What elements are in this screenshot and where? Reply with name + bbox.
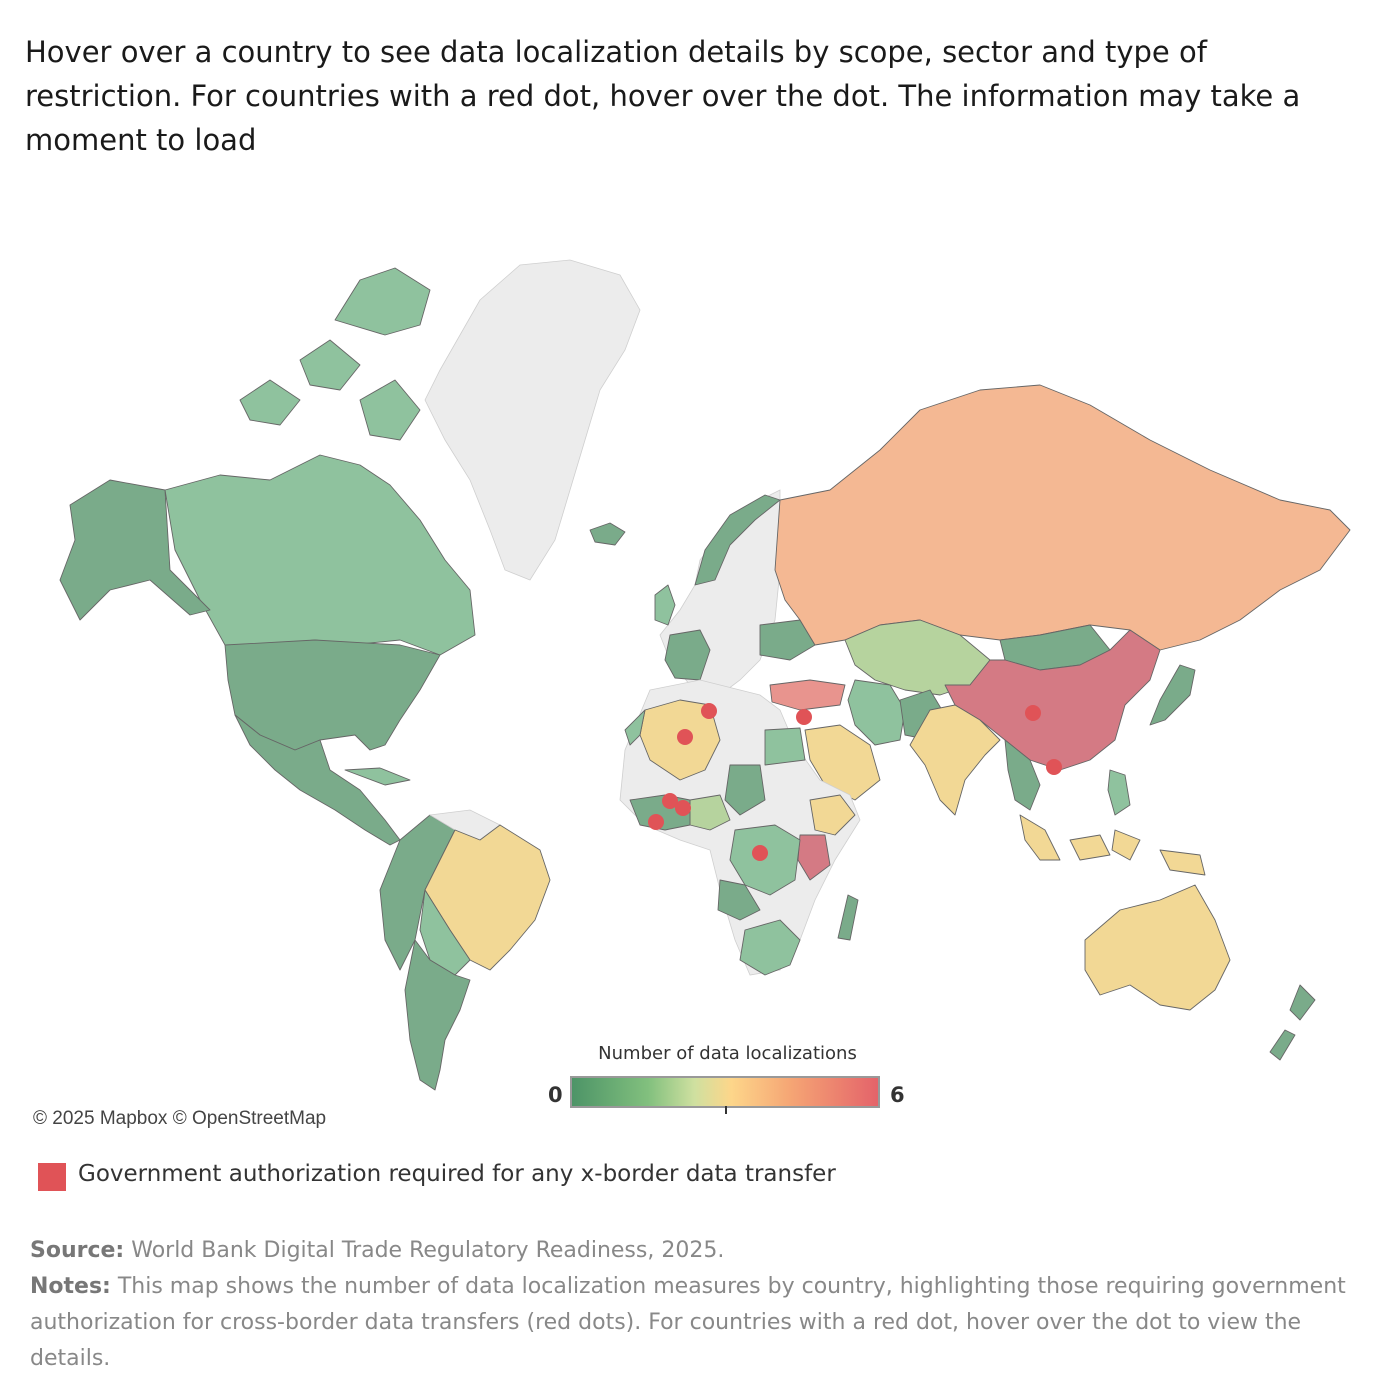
map-attribution[interactable]: © 2025 Mapbox © OpenStreetMap — [25, 1105, 335, 1133]
country-japan[interactable] — [1149, 664, 1196, 726]
country-egypt[interactable] — [764, 727, 806, 766]
footnotes: Source: World Bank Digital Trade Regulat… — [30, 1233, 1375, 1377]
world-map[interactable] — [0, 240, 1400, 1140]
red-dot-west-africa-3[interactable] — [648, 814, 664, 830]
red-dot-algeria[interactable] — [677, 729, 693, 745]
country-chad[interactable] — [724, 764, 766, 816]
country-myanmar-thailand[interactable] — [1004, 739, 1041, 811]
country-argentina[interactable] — [404, 939, 471, 1091]
country-alaska[interactable] — [59, 479, 211, 621]
country-new-zealand[interactable] — [1269, 984, 1316, 1061]
country-drc[interactable] — [729, 824, 801, 896]
country-uk[interactable] — [654, 584, 676, 626]
country-indonesia[interactable] — [1019, 814, 1206, 876]
country-angola[interactable] — [717, 879, 761, 921]
source-label: Source: — [30, 1238, 125, 1263]
red-dot-central-africa[interactable] — [752, 845, 768, 861]
legend-title: Number of data localizations — [598, 1043, 857, 1064]
country-turkey[interactable] — [769, 679, 846, 711]
red-dot-china[interactable] — [1025, 705, 1041, 721]
country-greenland[interactable] — [424, 259, 641, 581]
color-legend: Number of data localizations 0 6 — [540, 1043, 920, 1123]
country-madagascar[interactable] — [837, 894, 859, 941]
country-iceland[interactable] — [589, 522, 626, 546]
legend-max-label: 6 — [890, 1083, 905, 1107]
red-dot-west-africa-2[interactable] — [675, 800, 691, 816]
notes-text: This map shows the number of data locali… — [30, 1274, 1346, 1371]
source-text: World Bank Digital Trade Regulatory Read… — [124, 1238, 725, 1263]
country-morocco[interactable] — [624, 709, 646, 746]
legend-gradient-bar — [570, 1076, 880, 1108]
map-canvas[interactable] — [0, 240, 1400, 1140]
country-india[interactable] — [909, 704, 1001, 816]
notes-label: Notes: — [30, 1274, 111, 1299]
notes-line: Notes: This map shows the number of data… — [30, 1269, 1375, 1377]
country-russia[interactable] — [774, 384, 1351, 651]
country-canada[interactable] — [164, 454, 476, 656]
dot-legend-label: Government authorization required for an… — [78, 1161, 836, 1187]
source-line: Source: World Bank Digital Trade Regulat… — [30, 1233, 1375, 1269]
red-dot-west-africa-1[interactable] — [662, 793, 678, 809]
country-philippines[interactable] — [1107, 769, 1131, 816]
country-south-africa[interactable] — [739, 919, 801, 976]
country-iran[interactable] — [847, 679, 906, 746]
red-dot-vietnam[interactable] — [1046, 759, 1062, 775]
country-australia[interactable] — [1084, 884, 1231, 1011]
country-saudi-arabia[interactable] — [804, 724, 881, 801]
headline: Hover over a country to see data localiz… — [25, 35, 1301, 157]
legend-midpoint-tick — [725, 1106, 727, 1114]
country-ukraine[interactable] — [759, 619, 816, 661]
country-ethiopia[interactable] — [809, 794, 856, 836]
country-cuba[interactable] — [344, 767, 411, 786]
legend-min-label: 0 — [548, 1083, 563, 1107]
red-square-icon — [38, 1163, 66, 1191]
country-canada-arctic[interactable] — [239, 267, 431, 441]
red-dot-turkey[interactable] — [796, 709, 812, 725]
red-dot-tunisia[interactable] — [701, 703, 717, 719]
